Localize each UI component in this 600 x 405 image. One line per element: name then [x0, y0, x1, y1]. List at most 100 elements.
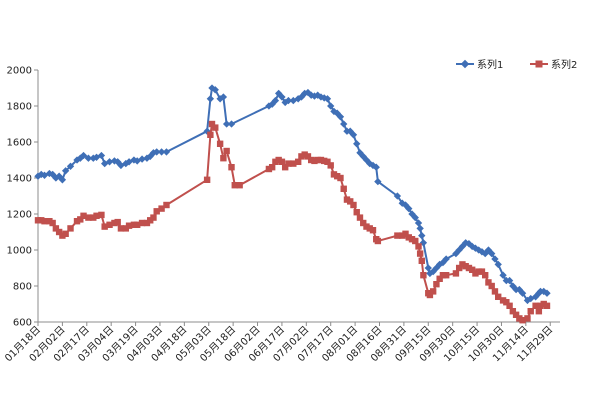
- y-tick-label: 1800: [7, 102, 32, 113]
- series-2-point: [301, 151, 308, 158]
- series-2-point: [317, 156, 325, 164]
- series-2-point: [207, 131, 214, 138]
- series-2-point: [353, 209, 360, 216]
- series-2-point: [125, 222, 133, 229]
- series-2-point: [158, 205, 165, 212]
- legend-square-marker: [535, 60, 543, 68]
- series-2-point: [49, 219, 56, 227]
- series-2-point: [212, 124, 219, 131]
- series-2-point: [402, 230, 409, 237]
- series-1-point: [162, 148, 171, 156]
- series-1-point: [138, 155, 146, 163]
- series-2-point: [334, 173, 341, 180]
- series-1-point: [79, 151, 88, 160]
- series-1-point: [353, 140, 361, 148]
- series-2-point: [363, 223, 370, 230]
- series-2-point: [360, 219, 367, 227]
- series-2-point: [343, 196, 351, 203]
- series-2-point: [46, 218, 53, 225]
- legend-label-series-1: 系列1: [477, 58, 503, 71]
- series-2-point: [122, 225, 130, 232]
- series-2-point: [459, 261, 466, 268]
- y-tick-label: 1600: [7, 138, 32, 149]
- series-2-point: [34, 217, 42, 224]
- series-2-point: [220, 155, 227, 162]
- series-1-point: [340, 120, 348, 128]
- series-2-point: [405, 234, 412, 241]
- y-tick-label: 2000: [7, 66, 32, 77]
- legend-label-series-2: 系列2: [551, 58, 577, 71]
- series-2-point: [418, 257, 425, 264]
- series-2-point: [278, 158, 286, 165]
- series-2-point: [369, 227, 377, 234]
- series-2-point: [356, 214, 364, 221]
- series-1-point: [58, 176, 67, 184]
- series-2-point: [307, 156, 315, 164]
- series-2-point: [399, 232, 406, 239]
- series-2-point: [138, 219, 146, 227]
- series-2-point: [38, 217, 45, 224]
- series-1-point: [416, 224, 424, 233]
- series-2-point: [223, 147, 230, 155]
- series-2-point: [509, 308, 517, 315]
- series-1-point: [271, 96, 280, 105]
- series-2-point: [150, 214, 157, 221]
- series-2-point: [228, 164, 235, 171]
- series-1-point: [84, 154, 93, 162]
- series-2-point: [415, 243, 422, 250]
- x-axis: 01月18日02月02日02月17日03月04日03月19日04月03日04月1…: [2, 322, 555, 364]
- series-2-point: [77, 216, 84, 223]
- y-tick-label: 1400: [7, 174, 32, 185]
- series-2-point: [516, 315, 523, 322]
- series-1-point: [227, 120, 236, 128]
- series-2-point: [321, 157, 328, 165]
- series-2-point: [216, 140, 224, 147]
- series-1-point: [374, 177, 382, 186]
- series-2-point: [465, 264, 473, 272]
- series-2-point: [340, 185, 347, 192]
- series-1-point: [323, 95, 332, 103]
- series-2-point: [442, 272, 450, 279]
- series-2-point: [281, 164, 289, 171]
- series-2-point: [236, 182, 243, 189]
- series-1-point: [105, 158, 114, 166]
- series-1-point: [499, 271, 507, 279]
- series-2-point: [491, 288, 499, 295]
- series-1-point: [424, 264, 432, 272]
- series-2-point: [519, 317, 526, 324]
- series-2-point: [506, 302, 513, 309]
- series-2-point: [324, 158, 331, 165]
- series-2-point: [408, 236, 416, 243]
- series-2-point: [304, 153, 312, 160]
- series-2-point: [290, 160, 297, 167]
- series-2-point: [111, 219, 118, 227]
- series-1-point: [488, 249, 496, 258]
- series-2-point: [314, 156, 321, 164]
- series-2-point: [524, 315, 531, 322]
- series-2-point: [337, 174, 344, 182]
- y-tick-label: 1000: [7, 246, 32, 257]
- legend: 系列1 系列2: [456, 58, 577, 71]
- series-2-point: [114, 218, 121, 226]
- series-2-point: [481, 272, 489, 279]
- y-tick-label: 800: [13, 282, 32, 293]
- series-1-point: [543, 289, 551, 297]
- series-2-point: [133, 221, 141, 228]
- series-1-point: [222, 120, 231, 128]
- series-1: [34, 84, 551, 305]
- series-2-point: [347, 198, 354, 205]
- series-2-point: [416, 250, 424, 257]
- series-1-point: [66, 162, 75, 170]
- series-2-point: [366, 225, 373, 232]
- series-1-point: [418, 231, 426, 240]
- plot-area: 600 800 1000 1200 1400 1600 1800 2000 01月18日02月…: [2, 66, 560, 364]
- series-2-point: [436, 275, 443, 282]
- series-2-point: [147, 217, 154, 224]
- series-2-point: [106, 221, 113, 228]
- series-1-point: [284, 96, 293, 105]
- series-2-point: [532, 302, 539, 309]
- series-1-point: [97, 151, 106, 160]
- series-1-point: [206, 95, 215, 103]
